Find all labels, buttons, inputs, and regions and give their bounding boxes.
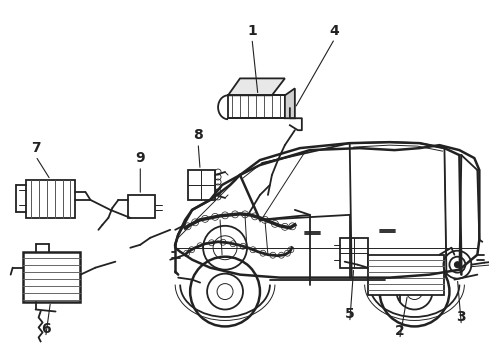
Polygon shape xyxy=(228,95,285,118)
Text: 2: 2 xyxy=(394,324,404,338)
Polygon shape xyxy=(285,88,295,118)
Polygon shape xyxy=(23,252,80,302)
Text: 7: 7 xyxy=(31,141,40,155)
Text: 9: 9 xyxy=(136,151,145,165)
Polygon shape xyxy=(188,170,215,200)
Text: 6: 6 xyxy=(41,323,50,337)
Polygon shape xyxy=(228,78,285,95)
Text: 8: 8 xyxy=(193,128,203,142)
Text: 5: 5 xyxy=(345,307,355,321)
Circle shape xyxy=(454,262,461,268)
Text: 4: 4 xyxy=(330,23,340,37)
Polygon shape xyxy=(25,180,75,218)
Polygon shape xyxy=(128,195,155,218)
Text: 3: 3 xyxy=(457,310,466,324)
Polygon shape xyxy=(368,255,444,294)
Text: 1: 1 xyxy=(247,23,257,37)
Polygon shape xyxy=(340,238,368,268)
